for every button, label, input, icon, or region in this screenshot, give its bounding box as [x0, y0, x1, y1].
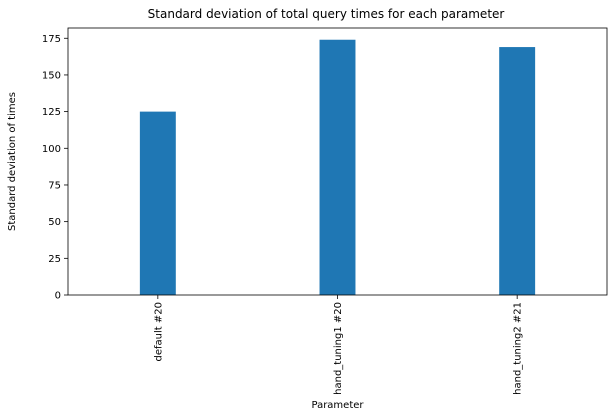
x-tick-label-0: default #20: [153, 302, 164, 361]
x-tick-label-1: hand_tuning1 #20: [333, 302, 344, 395]
chart-title: Standard deviation of total query times …: [148, 7, 505, 21]
plot-frame: [67, 27, 608, 296]
x-tick-label-2: hand_tuning2 #21: [513, 302, 524, 395]
bar-2: [499, 47, 536, 296]
y-tick-label-3: 75: [48, 180, 61, 191]
y-tick-label-7: 175: [42, 34, 61, 45]
y-tick-label-2: 50: [48, 217, 61, 228]
y-tick-label-0: 0: [55, 291, 61, 302]
y-axis-label: Standard deviation of times: [7, 92, 18, 231]
y-tick-label-1: 25: [48, 254, 61, 265]
bar-1: [319, 39, 356, 295]
x-axis: default #20 hand_tuning1 #20 hand_tuning2 …: [153, 295, 524, 395]
y-axis: 0 25 50 75 100 125 150 175: [42, 34, 68, 302]
bar-0: [139, 111, 176, 295]
y-tick-label-4: 100: [42, 144, 61, 155]
bars-group: [139, 39, 536, 296]
x-axis-label: Parameter: [311, 400, 364, 411]
y-tick-label-6: 150: [42, 70, 61, 81]
y-tick-label-5: 125: [42, 107, 61, 118]
